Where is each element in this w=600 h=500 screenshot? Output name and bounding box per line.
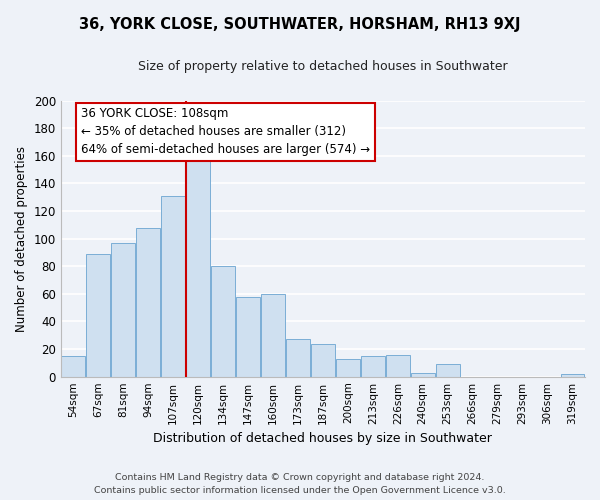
Bar <box>161 196 185 376</box>
Bar <box>436 364 460 376</box>
Bar <box>386 354 410 376</box>
Title: Size of property relative to detached houses in Southwater: Size of property relative to detached ho… <box>138 60 508 73</box>
Y-axis label: Number of detached properties: Number of detached properties <box>15 146 28 332</box>
Bar <box>361 356 385 376</box>
Bar <box>336 358 360 376</box>
Bar <box>136 228 160 376</box>
Text: 36 YORK CLOSE: 108sqm
← 35% of detached houses are smaller (312)
64% of semi-det: 36 YORK CLOSE: 108sqm ← 35% of detached … <box>81 108 370 156</box>
Bar <box>236 296 260 376</box>
Bar <box>86 254 110 376</box>
Bar <box>112 243 135 376</box>
Text: Contains HM Land Registry data © Crown copyright and database right 2024.
Contai: Contains HM Land Registry data © Crown c… <box>94 474 506 495</box>
Bar <box>411 372 434 376</box>
Bar <box>560 374 584 376</box>
Bar <box>261 294 285 376</box>
Bar <box>211 266 235 376</box>
Text: 36, YORK CLOSE, SOUTHWATER, HORSHAM, RH13 9XJ: 36, YORK CLOSE, SOUTHWATER, HORSHAM, RH1… <box>79 18 521 32</box>
X-axis label: Distribution of detached houses by size in Southwater: Distribution of detached houses by size … <box>154 432 493 445</box>
Bar <box>61 356 85 376</box>
Bar <box>311 344 335 376</box>
Bar <box>186 162 210 376</box>
Bar <box>286 340 310 376</box>
